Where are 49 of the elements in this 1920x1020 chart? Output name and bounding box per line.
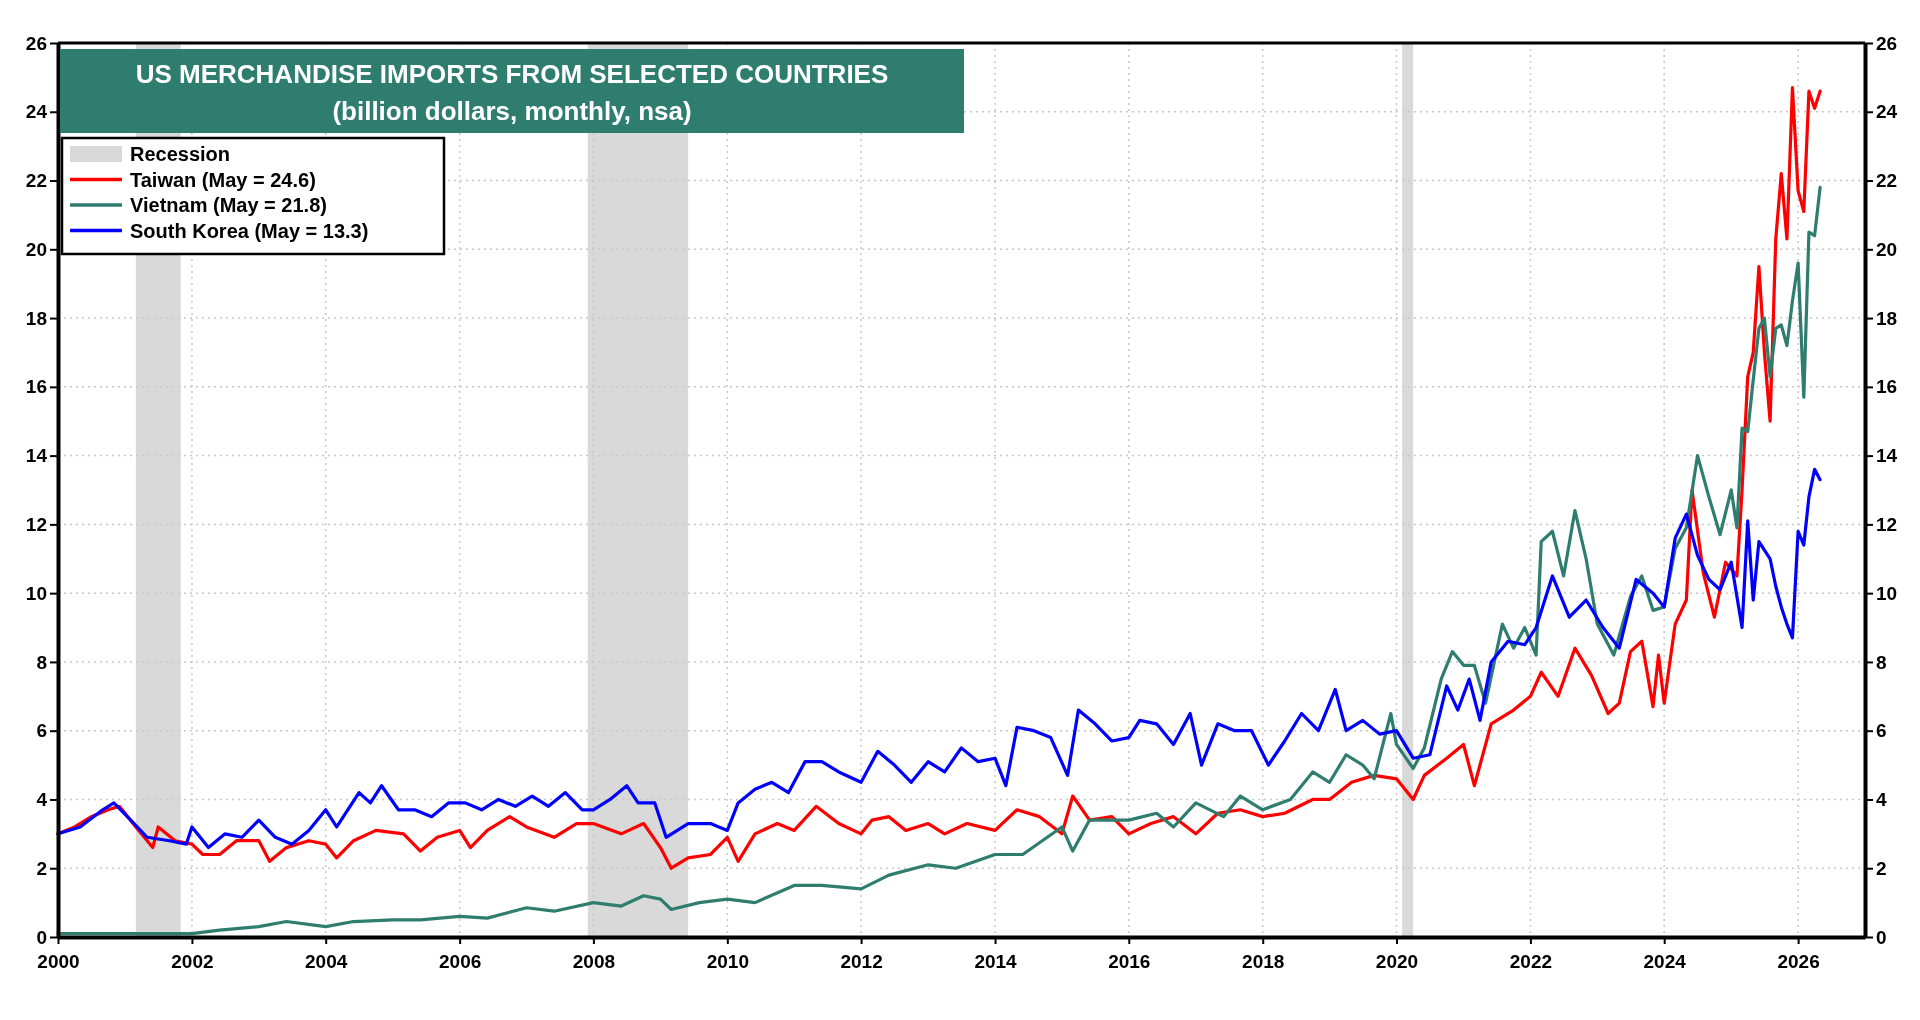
x-tick-label: 2018	[1242, 950, 1285, 972]
x-tick-label: 2010	[706, 950, 749, 972]
x-tick-label: 2012	[840, 950, 883, 972]
band-label: Recession	[130, 143, 231, 165]
x-tick-label: 2000	[37, 950, 80, 972]
y-tick-label: 12	[25, 513, 47, 535]
y2-tick-label: 10	[1876, 582, 1898, 604]
x-tick-label: 2016	[1108, 950, 1151, 972]
y-tick-label: 24	[25, 101, 48, 123]
y2-tick-label: 20	[1876, 238, 1898, 260]
y-tick-label: 14	[25, 445, 48, 467]
y-tick-label: 16	[25, 376, 47, 398]
x-tick-label: 2004	[305, 950, 348, 972]
y-tick-label: 10	[25, 582, 47, 604]
text: US MERCHANDISE IMPORTS FROM SELECTED COUNTRIES	[135, 59, 889, 89]
y-tick-label: 2	[36, 857, 47, 879]
y2-tick-label: 14	[1876, 445, 1898, 467]
x-tick-label: 2002	[171, 950, 214, 972]
y-tick-label: 6	[36, 720, 47, 742]
y2-tick-label: 16	[1876, 376, 1898, 398]
y2-tick-label: 24	[1876, 101, 1898, 123]
y-tick-label: 20	[25, 238, 47, 260]
legend-label: Taiwan (May = 24.6)	[130, 168, 316, 191]
y-tick-label: 4	[36, 789, 48, 811]
y2-tick-label: 0	[1876, 926, 1887, 948]
x-tick-label: 2014	[974, 950, 1018, 972]
y2-tick-label: 26	[1876, 32, 1898, 54]
x-tick-label: 2024	[1643, 950, 1687, 972]
y2-tick-label: 6	[1876, 720, 1887, 742]
x-tick-label: 2026	[1777, 950, 1820, 972]
y-tick-label: 18	[25, 307, 47, 329]
y2-tick-label: 2	[1876, 857, 1887, 879]
legend-label: Vietnam (May = 21.8)	[130, 194, 327, 216]
y-tick-label: 8	[36, 651, 47, 673]
line-series	[56, 467, 1822, 850]
y2-tick-label: 22	[1876, 170, 1898, 192]
y-tick-label: 22	[25, 170, 47, 192]
y-tick-label: 0	[36, 926, 47, 948]
x-tick-label: 2022	[1509, 950, 1553, 972]
text: (billion dollars, monthly, nsa)	[332, 96, 692, 126]
legend-label: South Korea (May = 13.3)	[130, 219, 369, 242]
y2-tick-label: 8	[1876, 651, 1887, 673]
y-tick-label: 26	[25, 32, 47, 54]
x-tick-label: 2008	[572, 950, 616, 972]
y2-tick-label: 12	[1876, 513, 1898, 535]
y2-tick-label: 18	[1876, 307, 1898, 329]
x-tick-label: 2006	[439, 950, 482, 972]
y2-tick-label: 4	[1876, 789, 1887, 811]
x-tick-label: 2020	[1375, 950, 1419, 972]
